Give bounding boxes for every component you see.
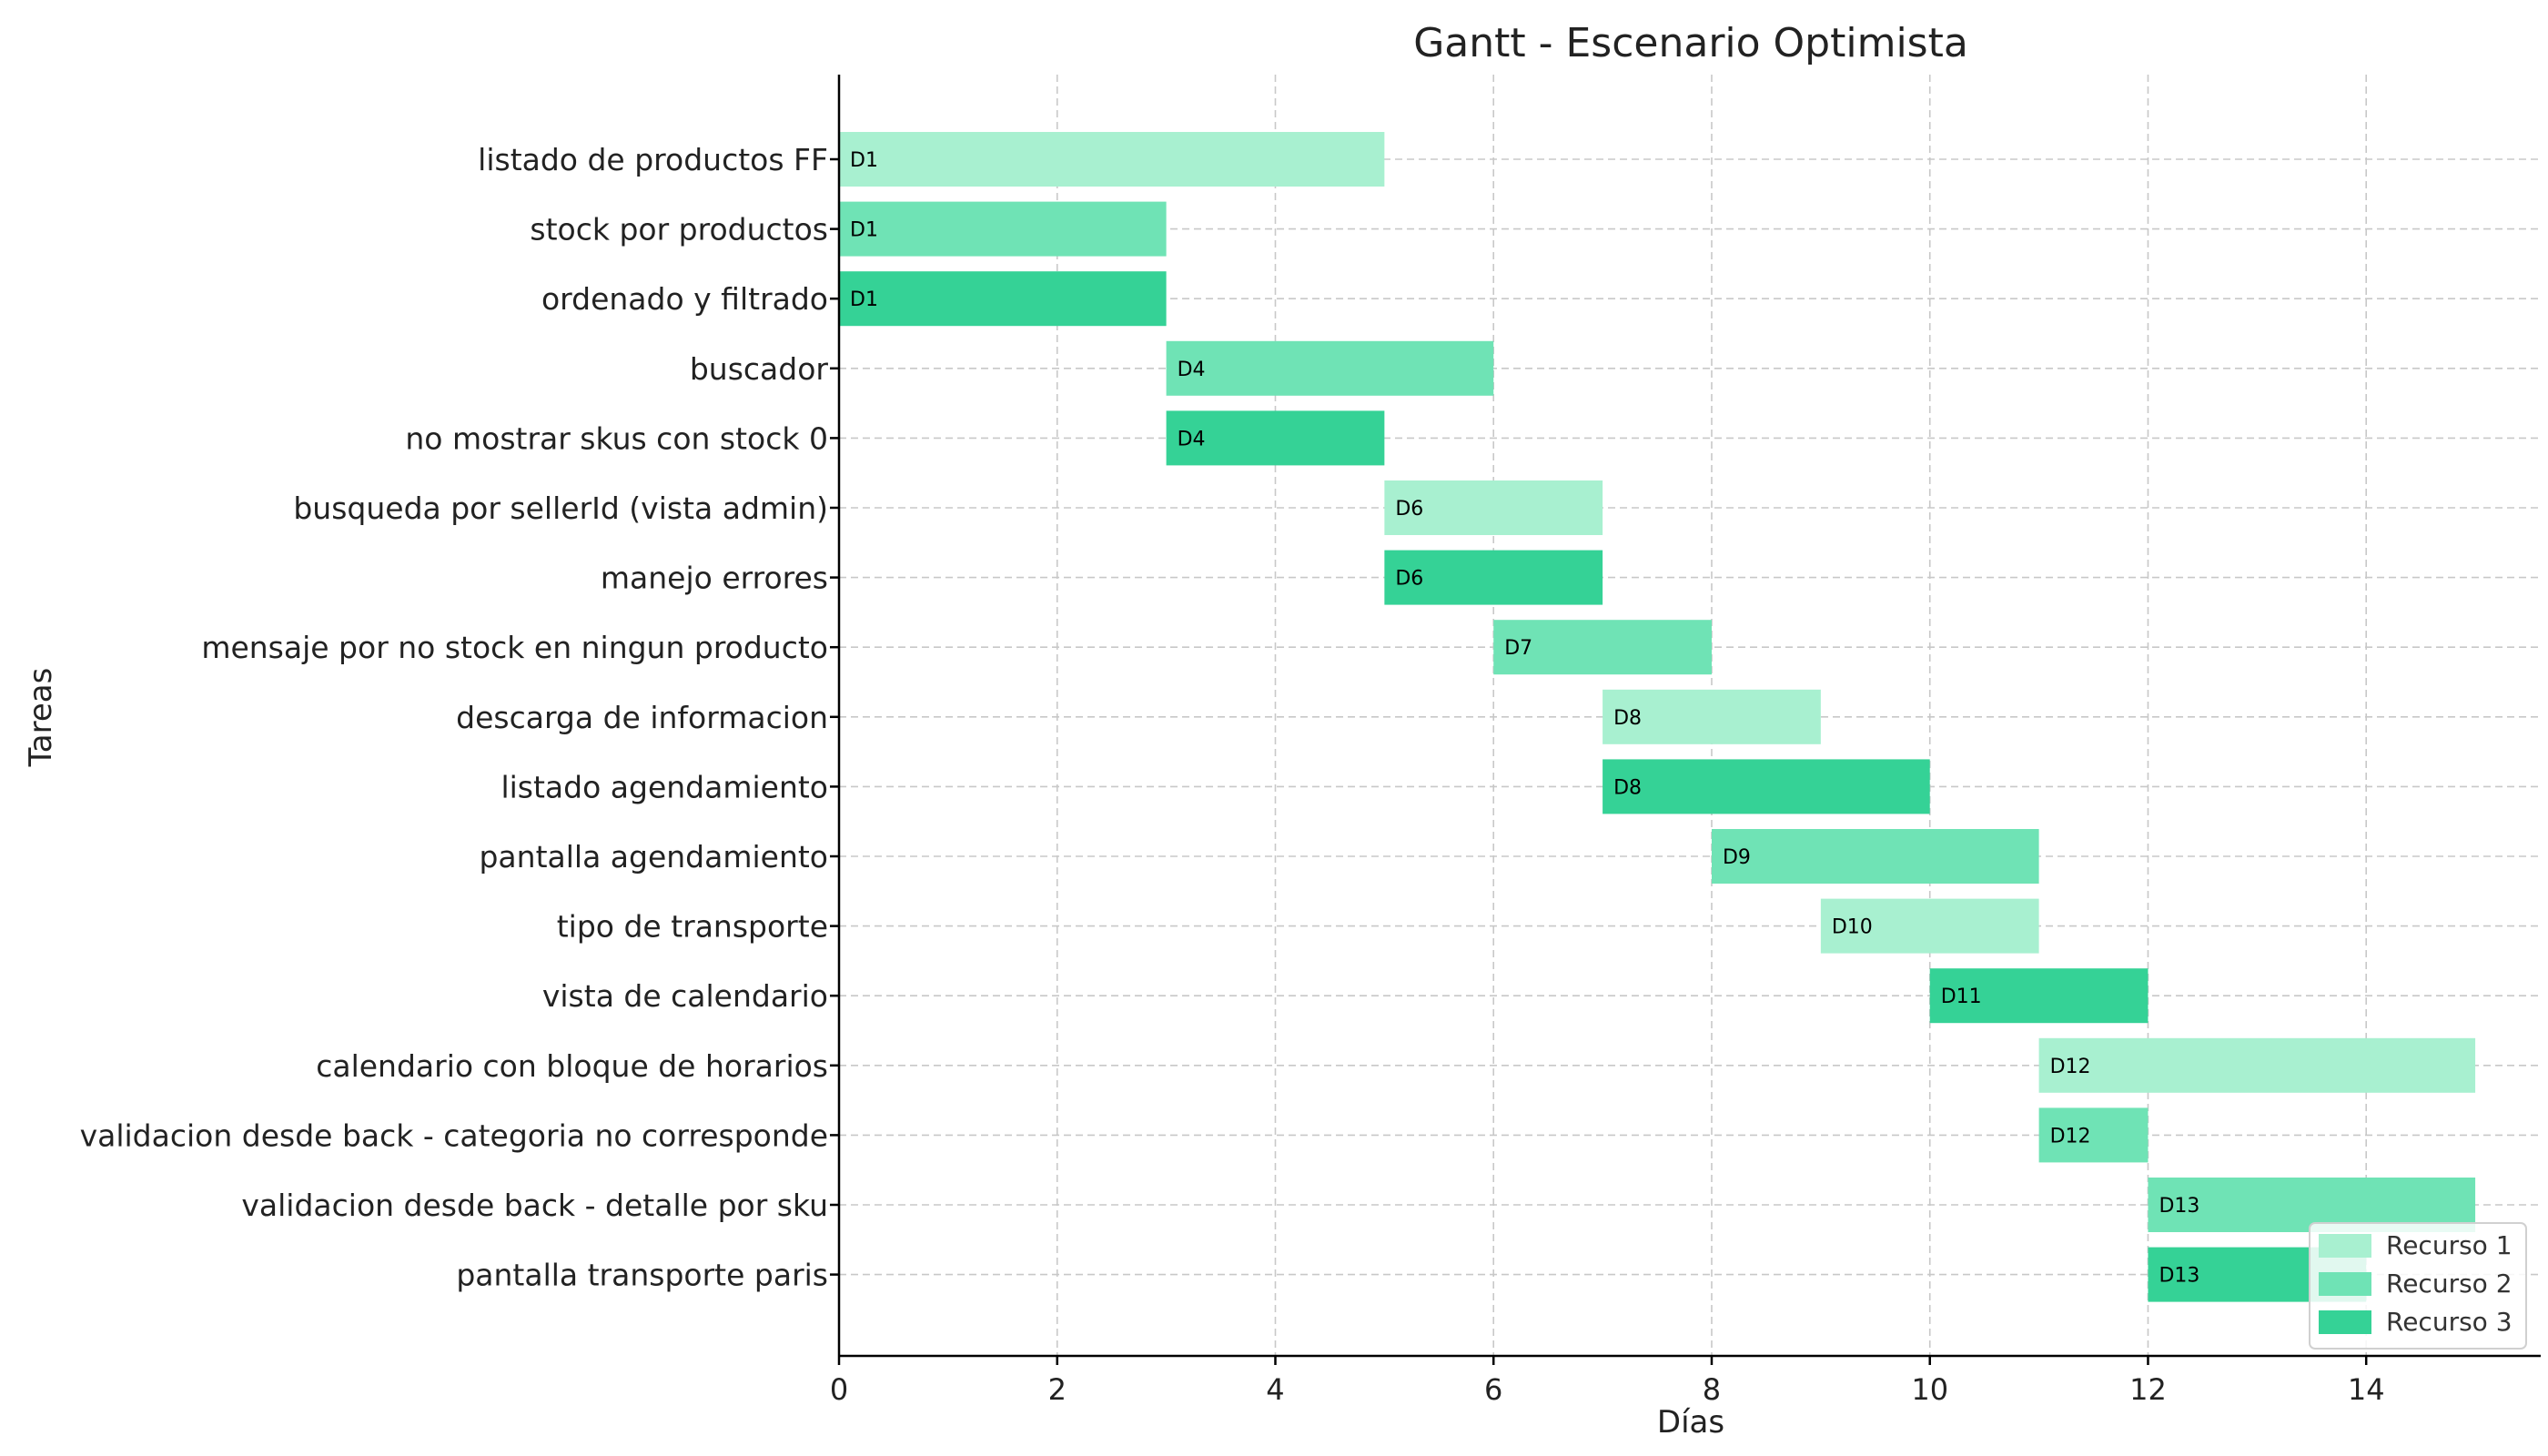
- legend-label: Recurso 1: [2386, 1230, 2513, 1260]
- gantt-bar: [2038, 1107, 2149, 1163]
- gantt-bar: [839, 132, 1385, 187]
- gantt-bar: [1711, 829, 2039, 884]
- x-tick-label: 14: [2348, 1372, 2385, 1407]
- x-tick-labels: 0 2 4 6 8 10 12 14: [830, 1372, 2385, 1407]
- gantt-bar: [1929, 968, 2149, 1024]
- gantt-bar: [1166, 410, 1385, 466]
- y-axis-label: Tareas: [23, 668, 59, 768]
- task-label: validacion desde back - categoria no cor…: [80, 1117, 828, 1153]
- legend: Recurso 1 Recurso 2 Recurso 3: [2309, 1222, 2527, 1350]
- gantt-bar: [1820, 898, 2039, 954]
- task-label: listado de productos FF: [478, 142, 828, 177]
- task-label: manejo errores: [601, 561, 828, 596]
- bar-label: D6: [1395, 498, 1423, 521]
- task-label: pantalla agendamiento: [479, 839, 828, 875]
- gantt-bar: [839, 271, 1167, 327]
- bar-label: D11: [1941, 986, 1982, 1008]
- x-tick-label: 12: [2129, 1372, 2167, 1407]
- task-label: stock por productos: [530, 212, 828, 248]
- chart-title: Gantt - Escenario Optimista: [1413, 20, 1968, 66]
- gantt-bar: [2038, 1037, 2476, 1093]
- axes: [830, 75, 2541, 1365]
- bars: D1 D1 D1 D4 D4 D6 D6 D7 D8 D8 D9 D10 D11 D12 D12 D13 D13: [839, 132, 2476, 1302]
- x-tick-label: 6: [1484, 1372, 1502, 1407]
- task-label: buscador: [690, 351, 829, 387]
- bar-label: D6: [1395, 568, 1423, 591]
- task-label: listado agendamiento: [500, 769, 828, 804]
- x-tick-label: 2: [1048, 1372, 1067, 1407]
- task-label: tipo de transporte: [557, 909, 828, 945]
- task-label: busqueda por sellerId (vista admin): [293, 490, 828, 526]
- bar-label: D7: [1504, 637, 1532, 660]
- task-label: calendario con bloque de horarios: [316, 1048, 828, 1084]
- bar-label: D10: [1832, 916, 1873, 939]
- task-label: vista de calendario: [542, 978, 828, 1014]
- legend-swatch: [2319, 1272, 2371, 1296]
- task-label: no mostrar skus con stock 0: [405, 420, 828, 456]
- task-label: validacion desde back - detalle por sku: [241, 1188, 828, 1223]
- x-axis-label: Días: [1657, 1404, 1724, 1441]
- legend-label: Recurso 2: [2386, 1269, 2513, 1299]
- gantt-bar: [1603, 759, 1930, 814]
- bar-label: D1: [850, 149, 878, 172]
- bar-label: D4: [1178, 428, 1206, 450]
- task-label: pantalla transporte paris: [456, 1258, 828, 1293]
- legend-swatch: [2319, 1310, 2371, 1334]
- bar-label: D9: [1723, 846, 1751, 869]
- bar-label: D1: [850, 288, 878, 311]
- gantt-bar: [839, 201, 1167, 257]
- gantt-bar: [1166, 340, 1494, 396]
- bar-label: D12: [2050, 1125, 2091, 1148]
- task-label: ordenado y filtrado: [541, 281, 828, 317]
- bar-label: D4: [1178, 359, 1206, 381]
- legend-swatch: [2319, 1234, 2371, 1258]
- gantt-bar: [1384, 550, 1603, 605]
- bar-label: D1: [850, 219, 878, 242]
- bar-label: D8: [1613, 776, 1642, 799]
- bar-label: D13: [2159, 1195, 2199, 1218]
- bar-label: D13: [2159, 1265, 2199, 1288]
- x-tick-label: 4: [1266, 1372, 1284, 1407]
- legend-label: Recurso 3: [2386, 1307, 2513, 1337]
- task-label: descarga de informacion: [456, 700, 828, 735]
- x-tick-label: 0: [830, 1372, 848, 1407]
- bar-label: D8: [1613, 707, 1642, 730]
- gantt-bar: [1603, 689, 1821, 744]
- x-tick-label: 10: [1911, 1372, 1948, 1407]
- gantt-bar: [1384, 480, 1603, 535]
- task-label: mensaje por no stock en ningun producto: [201, 630, 828, 665]
- gantt-bar: [1493, 620, 1712, 675]
- task-labels: listado de productos FF stock por product…: [80, 142, 829, 1293]
- bar-label: D12: [2050, 1056, 2091, 1078]
- x-tick-label: 8: [1703, 1372, 1721, 1407]
